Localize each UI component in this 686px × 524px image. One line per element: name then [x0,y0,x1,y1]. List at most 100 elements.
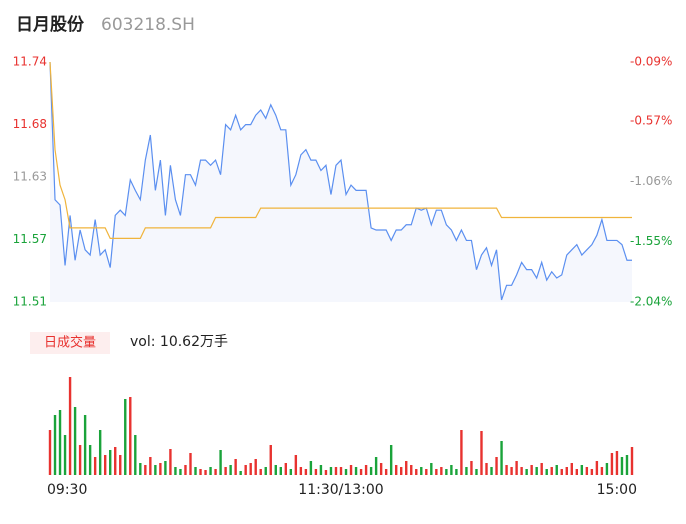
volume-bar [590,469,594,475]
volume-bar [309,461,313,475]
y-tick-label: 11.68 [13,117,47,131]
volume-bar [299,467,303,475]
volume-bar [420,467,423,475]
volume-bar [274,465,277,475]
volume-bar [154,465,157,475]
volume-bar [625,455,629,475]
volume-title: 日成交量 [44,335,96,351]
volume-bar [174,467,177,475]
volume-bar [394,465,398,475]
volume-bar [68,377,72,475]
volume-badge [30,332,110,354]
volume-bar [505,465,508,475]
volume-bar [184,465,187,475]
volume-bar [169,449,172,475]
volume-bar [259,469,262,475]
volume-bar [189,453,192,475]
volume-bar [359,469,363,475]
stock-code: 603218.SH [101,15,195,35]
volume-bar [289,469,293,475]
volume-bar [520,467,523,475]
average-line [49,61,632,239]
volume-bar [63,435,67,475]
volume-bar [374,457,378,475]
y-tick-label: 11.63 [13,169,47,183]
y2-tick-label: -0.09% [630,55,672,69]
volume-bar [510,467,513,475]
y2-tick-label: -0.57% [630,114,672,128]
volume-bar [254,459,257,475]
volume-bar [630,447,634,475]
volume-bar [199,469,202,475]
volume-bar [575,469,579,475]
volume-bar [440,467,443,475]
volume-bar [379,463,383,475]
volume-bar [134,435,137,475]
volume-bar [500,441,503,475]
volume-bar [425,469,428,475]
volume-bar [324,470,328,475]
volume-bar [103,455,107,475]
volume-bar [234,459,237,475]
volume-bar [490,467,493,475]
volume-bar [540,463,543,475]
volume-bar [400,467,403,475]
volume-bar [525,469,528,475]
volume-bar [129,397,132,475]
volume-bar [58,410,62,475]
volume-bar [344,469,348,475]
y2-tick-label: -1.55% [630,234,672,248]
volume-bar [284,463,288,475]
y-tick-label: 11.74 [13,55,47,69]
volume-bar [389,445,393,475]
volume-bar [349,465,353,475]
volume-bar [570,463,573,475]
volume-bar [269,445,272,475]
volume-bar [615,451,619,475]
volume-bar [48,430,52,475]
volume-bar [83,415,87,475]
volume-bar [119,455,122,475]
volume-bar [445,469,448,475]
volume-bar [480,431,483,475]
volume-bar [495,457,498,475]
volume-bar [149,457,152,475]
volume-bar [339,467,343,475]
volume-bar [415,469,418,475]
volume-bar [264,467,267,475]
volume-bar [194,467,197,475]
volume-bar [114,447,117,475]
y-tick-label: 11.51 [13,295,47,309]
volume-bar [214,469,217,475]
price-area [50,62,632,302]
volume-bar [219,450,222,475]
volume-bar [465,467,468,475]
volume-bar [73,407,77,475]
volume-bar [354,467,358,475]
volume-bar [93,457,97,475]
volume-bar [545,469,548,475]
x-tick-label: 09:30 [47,482,87,498]
volume-bar [319,465,323,475]
volume-bar [53,415,57,475]
volume-bar [565,467,568,475]
y2-tick-label: -1.06% [630,174,672,188]
volume-bar [209,467,212,475]
volume-bar [605,463,609,475]
volume-bar [535,467,538,475]
volume-bar [550,467,553,475]
y-tick-label: 11.57 [13,232,47,246]
volume-bar [410,465,413,475]
volume-bar [585,467,589,475]
volume-bar [560,469,563,475]
price-line [49,61,632,301]
volume-bar [109,450,112,475]
volume-bar [334,467,338,475]
volume-bar [179,469,182,475]
volume-bar [485,463,488,475]
volume-bar [124,399,127,475]
volume-bar [139,463,142,475]
volume-total: vol: 10.62万手 [130,334,228,350]
volume-bar [164,461,167,475]
volume-bar [249,463,252,475]
